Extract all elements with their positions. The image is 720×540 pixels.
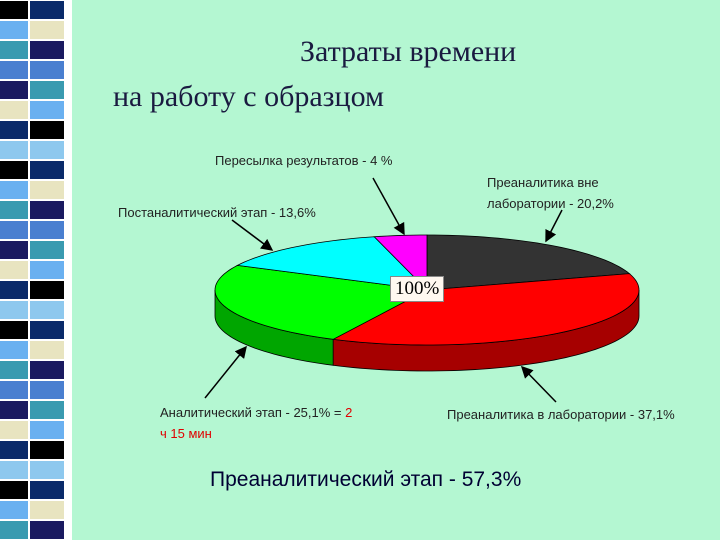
stripe-block [30, 481, 64, 499]
stripe-block [30, 161, 64, 179]
stripe-block [0, 321, 28, 339]
arrow [231, 219, 274, 251]
stripe-block [30, 241, 64, 259]
stripe-block [30, 521, 64, 539]
stripe-block [0, 41, 28, 59]
slice [214, 264, 429, 340]
stripe-block [0, 101, 28, 119]
stripe-block [0, 341, 28, 359]
stripe-block [30, 441, 64, 459]
stripe-block [0, 81, 28, 99]
stripe-block [30, 401, 64, 419]
stripe-block [0, 221, 28, 239]
stripe-block [30, 321, 64, 339]
stripe-block [0, 381, 28, 399]
slice [426, 234, 631, 291]
stripe-block [30, 381, 64, 399]
stripe-block [30, 361, 64, 379]
stripe-block [30, 61, 64, 79]
stripe-block [30, 221, 64, 239]
annotation: 2 ч 15 мин [160, 405, 353, 441]
stripe-block [0, 481, 28, 499]
summary: Преаналитический этап - 57,3% [210, 468, 522, 491]
stripe-block [30, 141, 64, 159]
title-line: на работу с образцом [113, 80, 384, 113]
stripe-block [0, 261, 28, 279]
slice-label: Пересылка результатов - 4 % [215, 153, 393, 168]
slice-label: Преаналитика в лаборатории - 37,1% [447, 407, 675, 422]
stripe-block [0, 521, 28, 539]
stripe-block [30, 21, 64, 39]
stripe-block [0, 201, 28, 219]
stripe-block [0, 161, 28, 179]
stripe-block [30, 421, 64, 439]
stripe-block [0, 181, 28, 199]
stripe-block [30, 501, 64, 519]
stripe-block [0, 301, 28, 319]
stripe-block [0, 421, 28, 439]
slice-label: Постаналитический этап - 13,6% [118, 205, 316, 220]
stripe-block [30, 101, 64, 119]
slice-label: Аналитический этап - 25,1% = [160, 405, 342, 420]
stripe-block [30, 341, 64, 359]
decor-stripe [0, 0, 72, 540]
arrow [545, 209, 563, 243]
arrow [204, 345, 247, 399]
stripe-block [0, 121, 28, 139]
stripe-block [0, 361, 28, 379]
slice [331, 273, 640, 346]
stripe-block [0, 461, 28, 479]
stripe-block [0, 141, 28, 159]
arrow [520, 365, 557, 403]
stripe-block [30, 121, 64, 139]
stripe-block [30, 81, 64, 99]
stripe-block [30, 201, 64, 219]
stripe-block [30, 181, 64, 199]
slice-label: Преаналитика вне лаборатории - 20,2% [487, 175, 614, 211]
stripe-block [30, 1, 64, 19]
stripe-block [30, 301, 64, 319]
stripe-block [0, 21, 28, 39]
title-line: Затраты времени [300, 35, 517, 68]
slice-label-wrap: Аналитический этап - 25,1% = 2 ч 15 мин [160, 402, 360, 444]
arrows [204, 177, 563, 403]
stripe-block [0, 401, 28, 419]
stripe-block [0, 1, 28, 19]
stripe-block [30, 281, 64, 299]
stripe-block [0, 501, 28, 519]
stripe-block [30, 461, 64, 479]
stripe-block [0, 441, 28, 459]
stripe-block [0, 61, 28, 79]
arrow [372, 177, 405, 236]
stripe-block [30, 261, 64, 279]
stripe-block [30, 41, 64, 59]
slice [236, 236, 429, 291]
stripe-block [0, 281, 28, 299]
center-label: 100% [390, 276, 445, 302]
pie [214, 234, 640, 372]
stripe-block [0, 241, 28, 259]
